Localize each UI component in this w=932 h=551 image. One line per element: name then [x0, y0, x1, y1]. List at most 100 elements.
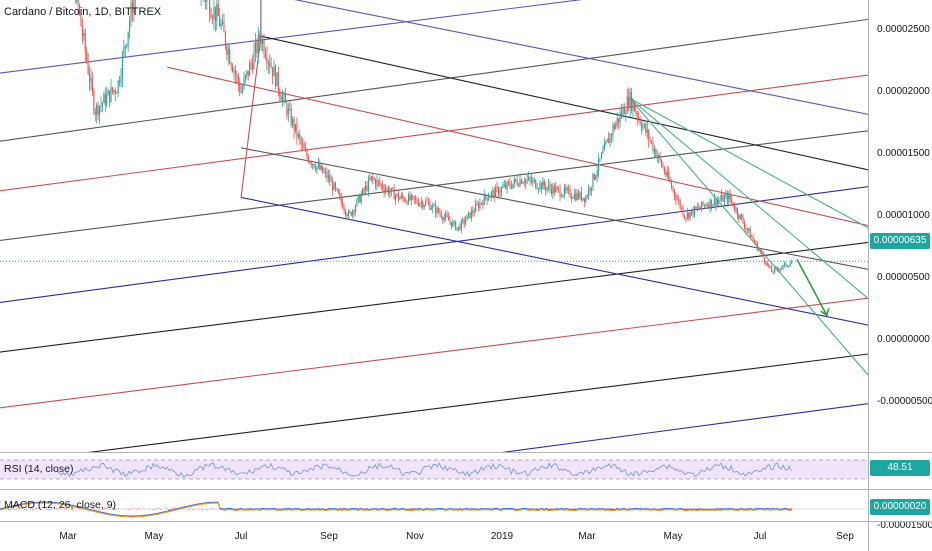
candle-body [718, 200, 719, 201]
price-axis[interactable]: 0.000035000.000030000.000025000.00002000… [868, 0, 932, 452]
candle-body [302, 144, 303, 145]
rsi-value-tag: 48.51 [870, 460, 930, 476]
price-pane[interactable]: Cardano / Bitcoin, 1D, BITTREX [0, 0, 868, 452]
candle-body [452, 222, 453, 226]
time-tick-label: Mar [59, 531, 76, 542]
candle-body [788, 266, 789, 267]
macd-histogram-bar [142, 508, 143, 509]
candle-body [83, 33, 84, 36]
candle-body [293, 119, 294, 131]
candle-body [741, 215, 742, 218]
candle-body [384, 189, 385, 192]
candle-body [697, 207, 698, 208]
candle-body [249, 63, 250, 75]
candle-body [100, 105, 101, 107]
time-tick-label: Mar [578, 531, 595, 542]
candle-body [449, 220, 450, 222]
candle-body [295, 124, 296, 131]
candle-body [429, 203, 430, 210]
candle-body [632, 102, 633, 110]
candle-body [123, 47, 124, 55]
candle-body [674, 190, 675, 196]
candle-body [745, 228, 746, 229]
rsi-pane[interactable]: RSI (14, close) [0, 453, 868, 489]
candle-body [379, 181, 380, 184]
candle-body [681, 208, 682, 209]
candle-body [90, 78, 91, 82]
price-tick-label: -0.00000500 [877, 396, 932, 407]
candle-body [568, 189, 569, 190]
candle-body [321, 166, 322, 169]
candle-body [531, 180, 532, 182]
candle-body [301, 138, 302, 144]
macd-histogram-bar [386, 508, 387, 509]
macd-pane[interactable]: MACD (12, 26, close, 9) [0, 490, 868, 520]
candle-body [688, 213, 689, 218]
candle-body [229, 49, 230, 63]
candle-body [529, 177, 530, 179]
candle-body [285, 94, 286, 103]
candle-body [342, 202, 343, 208]
candle-body [258, 35, 259, 53]
candle-body [680, 200, 681, 207]
candle-body [472, 211, 473, 213]
candle-body [744, 223, 745, 228]
candle-body [439, 212, 440, 213]
candle-body [406, 201, 407, 204]
candle-body [704, 205, 705, 206]
candle-body [223, 22, 224, 33]
candle-body [600, 159, 601, 160]
candle-body [341, 196, 342, 202]
candle-body [777, 268, 778, 269]
candle-body [334, 183, 335, 190]
candle-body [748, 229, 749, 230]
candle-body [604, 144, 605, 150]
candle-body [275, 66, 276, 86]
candle-body [711, 200, 712, 207]
candle-body [263, 39, 264, 53]
candle-body [314, 164, 315, 167]
candle-body [565, 187, 566, 190]
candle-body [265, 53, 266, 57]
candle-body [645, 124, 646, 132]
candle-body [455, 221, 456, 229]
candle-body [634, 102, 635, 111]
candle-body [628, 97, 629, 108]
candle-body [694, 207, 695, 215]
candle-body [276, 72, 277, 86]
candle-body [495, 187, 496, 197]
macd-histogram-bar [206, 509, 207, 510]
candle-body [519, 179, 520, 185]
candle-body [444, 217, 445, 220]
candle-body [288, 109, 289, 116]
candle-body [615, 124, 616, 129]
candle-body [658, 155, 659, 156]
candle-body [251, 63, 252, 64]
candle-body [329, 175, 330, 181]
candle-body [754, 240, 755, 243]
candle-body [647, 130, 648, 133]
candle-body [404, 198, 405, 201]
candle-body [212, 18, 213, 19]
candle-body [541, 183, 542, 189]
macd-histogram-bar [130, 508, 131, 509]
candle-body [498, 188, 499, 195]
candle-body [652, 142, 653, 151]
candle-body [591, 187, 592, 190]
candle-body [773, 272, 774, 273]
candle-body [261, 41, 262, 44]
candle-body [273, 66, 274, 76]
macd-histogram-bar [610, 508, 611, 509]
price-tick-label: 0.00000500 [877, 272, 930, 283]
candle-body [454, 221, 455, 222]
macd-histogram-bar [160, 509, 161, 510]
candle-body [352, 211, 353, 216]
candle-body [358, 196, 359, 199]
candle-body [548, 185, 549, 188]
candle-body [512, 184, 513, 189]
candle-body [381, 184, 382, 185]
candle-body [119, 81, 120, 83]
candle-body [738, 215, 739, 218]
trend-line [630, 98, 868, 389]
